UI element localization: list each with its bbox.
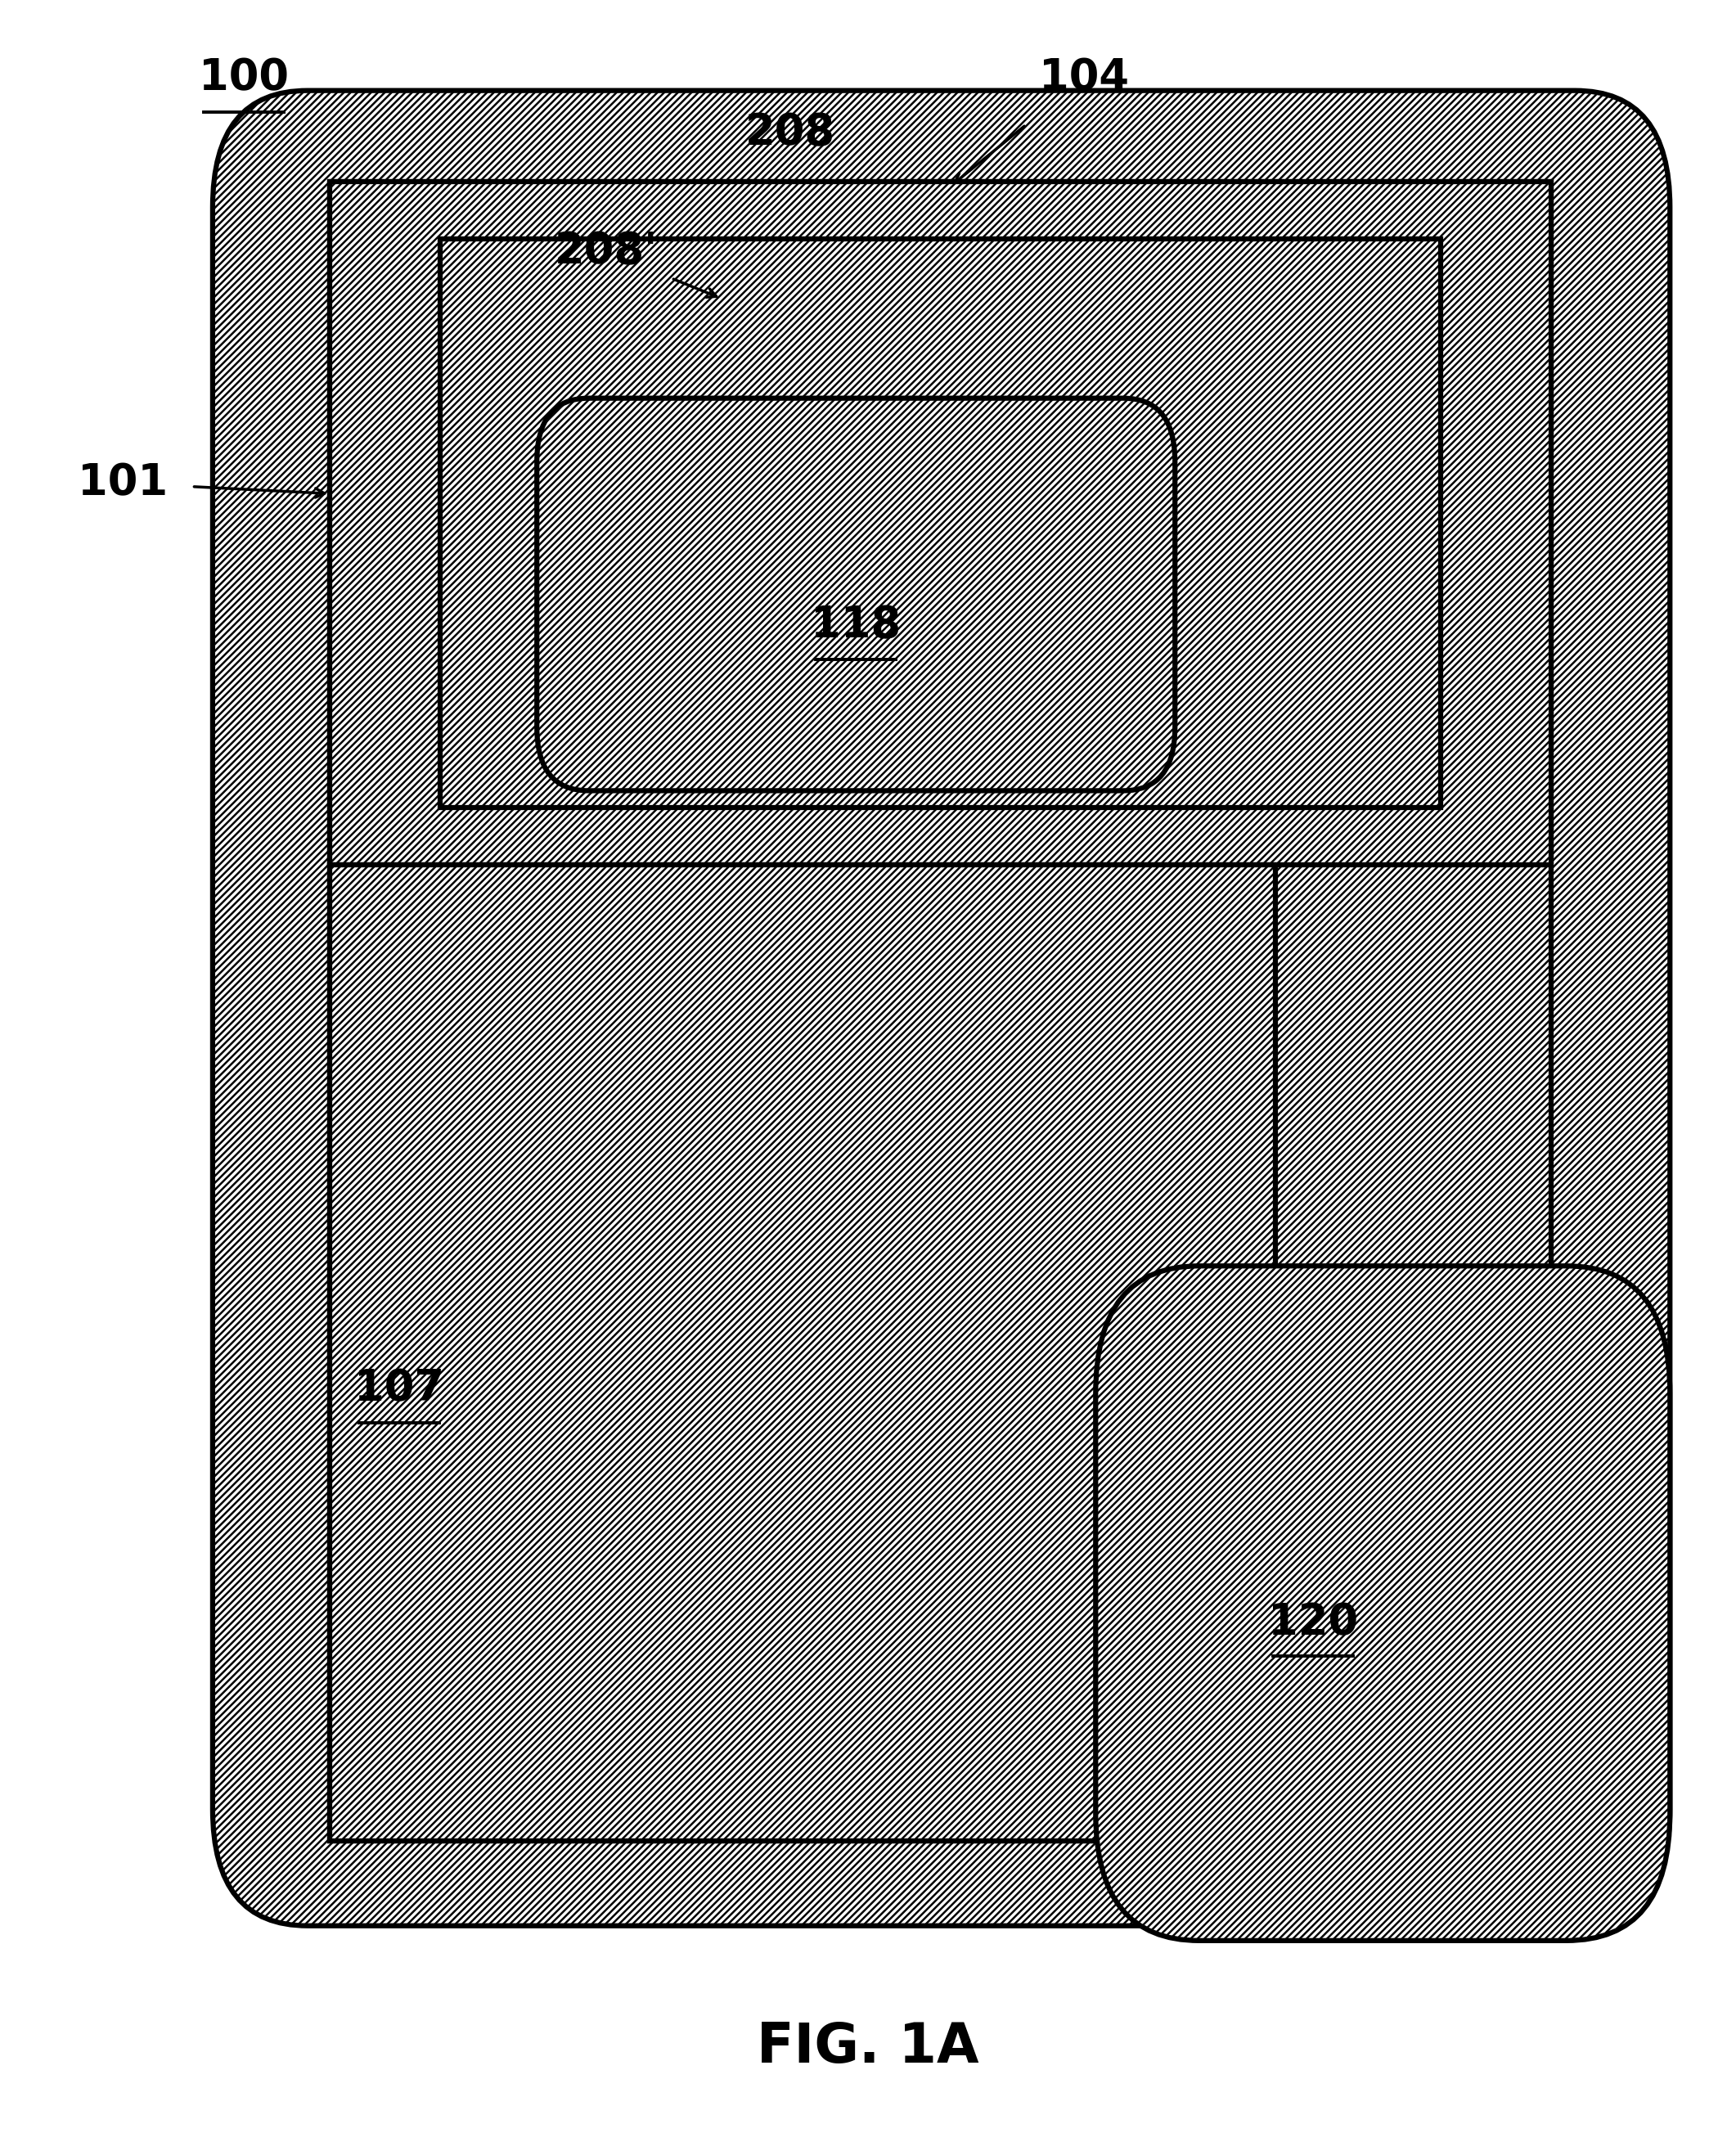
FancyBboxPatch shape: [212, 90, 1670, 1926]
Text: 120: 120: [1267, 1602, 1358, 1645]
Text: 107: 107: [354, 1367, 444, 1410]
Text: 118: 118: [811, 604, 901, 646]
Text: 104: 104: [1038, 58, 1128, 98]
Text: 208': 208': [554, 230, 658, 273]
Bar: [330, 181, 1550, 866]
Text: 100: 100: [198, 58, 288, 98]
FancyBboxPatch shape: [1095, 1265, 1670, 1941]
Text: 101: 101: [78, 461, 168, 503]
FancyBboxPatch shape: [536, 399, 1175, 791]
Bar: [441, 239, 1441, 808]
Bar: [330, 866, 1274, 1841]
Text: FIG. 1A: FIG. 1A: [757, 2020, 979, 2073]
Text: 208: 208: [745, 111, 835, 154]
Bar: [330, 181, 1550, 1841]
